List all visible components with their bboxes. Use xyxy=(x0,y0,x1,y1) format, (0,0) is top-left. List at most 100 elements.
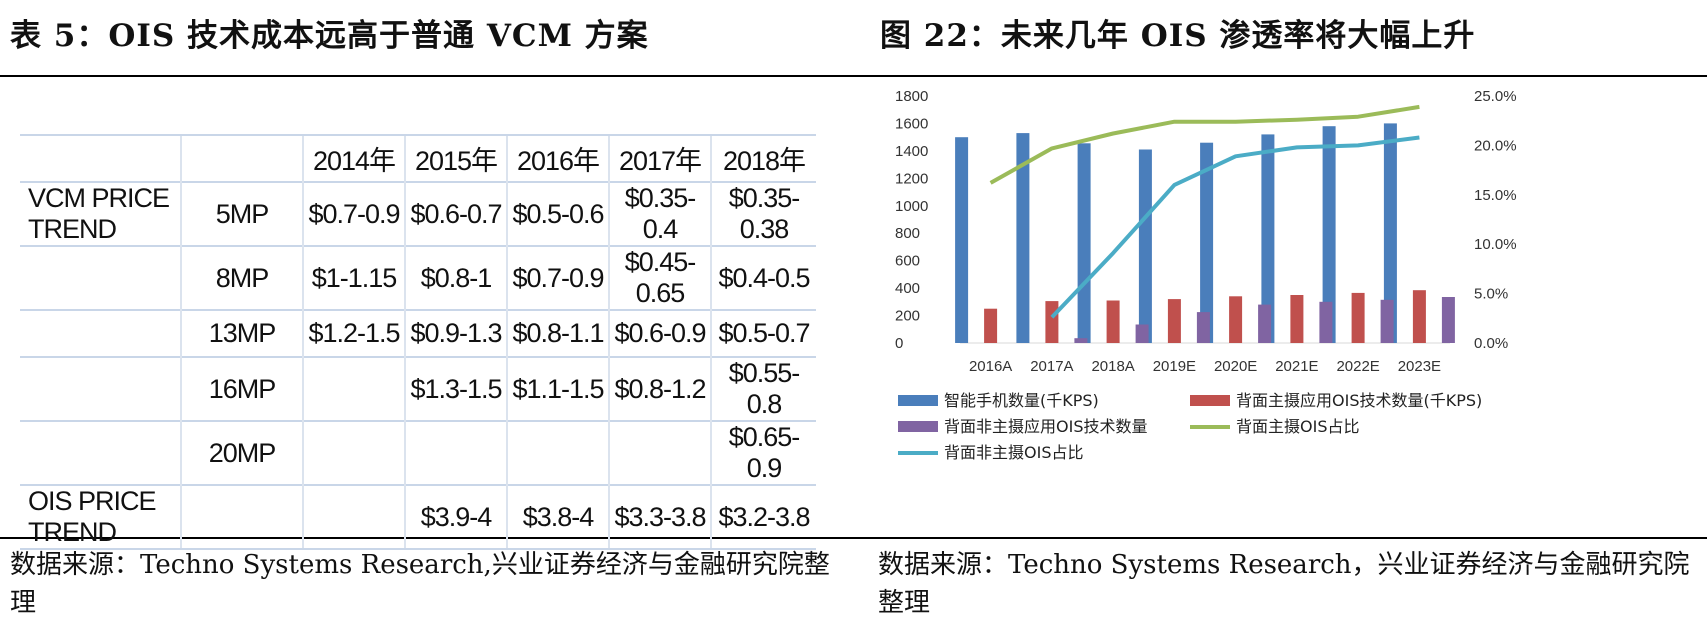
x-axis-tick-label: 2018A xyxy=(1091,358,1134,375)
y-axis-tick-label: 1200 xyxy=(895,170,928,187)
table-cell: $3.8-4 xyxy=(506,484,609,550)
x-axis-tick-label: 2016A xyxy=(969,358,1012,375)
bar xyxy=(1167,299,1181,343)
bar xyxy=(1106,300,1120,343)
x-axis-tick-label: 2022E xyxy=(1336,358,1379,375)
series-line xyxy=(1050,135,1420,319)
table-cell: $0.8-1.1 xyxy=(506,309,609,357)
bar xyxy=(1441,297,1455,343)
top-rule xyxy=(0,75,1707,77)
bar xyxy=(984,308,998,343)
bar xyxy=(1016,133,1030,343)
y2-axis-tick-label: 5.0% xyxy=(1474,286,1508,303)
table-row: VCM PRICE TREND 5MP $0.7-0.9 $0.6-0.7 $0.5-0… xyxy=(20,181,816,246)
ois-penetration-chart: 0 200 400 600 800 1000 1200 1400 1600 1800 0.0% 5.0… xyxy=(895,88,1517,462)
table-cell: $0.35-0.38 xyxy=(710,181,816,246)
table-cell xyxy=(180,484,303,550)
table-row: OIS PRICE TREND $3.9-4 $3.8-4 $3.3-3.8 $3.2-… xyxy=(20,484,816,550)
price-trend-table: 2014年 2015年 2016年 2017年 2018年 VCM PRICE TREND… xyxy=(20,134,816,550)
table-header-cell: 2015年 xyxy=(404,134,507,182)
table-cell: $0.4-0.5 xyxy=(710,245,816,310)
table-cell: $0.7-0.9 xyxy=(506,245,609,310)
bar xyxy=(1196,312,1210,343)
y-axis-tick-label: 0 xyxy=(895,335,903,352)
table-cell: $0.55-0.8 xyxy=(710,356,816,421)
bar xyxy=(1412,290,1426,343)
table-cell: $1.2-1.5 xyxy=(302,309,405,357)
legend-swatch xyxy=(898,421,938,432)
x-axis-tick-label: 2017A xyxy=(1030,358,1073,375)
table-cell: 13MP xyxy=(180,309,303,357)
legend-swatch xyxy=(898,395,938,406)
table-cell: $0.7-0.9 xyxy=(302,181,405,246)
bottom-rule xyxy=(0,537,1707,539)
table-cell: $0.5-0.6 xyxy=(506,181,609,246)
table-cell xyxy=(302,356,405,421)
table-caption: 表 5：OIS 技术成本远高于普通 VCM 方案 xyxy=(10,18,649,54)
bar xyxy=(1045,301,1059,343)
bar xyxy=(1319,301,1333,343)
table-cell: 5MP xyxy=(180,181,303,246)
y2-axis-tick-label: 0.0% xyxy=(1474,335,1508,352)
table-cell: $1.3-1.5 xyxy=(404,356,507,421)
table-cell: $3.9-4 xyxy=(404,484,507,550)
table-source-note: 数据来源：Techno Systems Research,兴业证券经济与金融研究… xyxy=(10,550,830,618)
y-axis-tick-label: 800 xyxy=(895,225,920,242)
table-cell xyxy=(20,356,181,421)
figure-caption: 图 22：未来几年 OIS 渗透率将大幅上升 xyxy=(880,18,1476,54)
legend-label: 背面主摄应用OIS技术数量(千KPS) xyxy=(1236,391,1482,410)
legend-label: 背面非主摄应用OIS技术数量 xyxy=(944,417,1147,436)
y2-axis-tick-label: 20.0% xyxy=(1474,137,1517,154)
table-cell: 8MP xyxy=(180,245,303,310)
table-cell: $0.65-0.9 xyxy=(710,420,816,485)
x-axis-tick-label: 2019E xyxy=(1153,358,1196,375)
bar xyxy=(1322,126,1336,343)
table-row: 13MP $1.2-1.5 $0.9-1.3 $0.8-1.1 $0.6-0.9 $0.5… xyxy=(20,309,816,357)
table-cell: $3.3-3.8 xyxy=(608,484,711,550)
table-cell xyxy=(404,420,507,485)
table-row: 8MP $1-1.15 $0.8-1 $0.7-0.9 $0.45-0.65 $0.4-0… xyxy=(20,245,816,310)
bar xyxy=(1135,324,1149,343)
legend-label: 智能手机数量(千KPS) xyxy=(944,391,1099,410)
table-cell: $0.6-0.9 xyxy=(608,309,711,357)
table-cell xyxy=(506,420,609,485)
table-cell xyxy=(20,309,181,357)
table-cell: VCM PRICE TREND xyxy=(20,181,181,246)
x-axis-tick-label: 2021E xyxy=(1275,358,1318,375)
table-cell xyxy=(20,245,181,310)
table-cell: $1-1.15 xyxy=(302,245,405,310)
bar xyxy=(1261,134,1275,343)
bar xyxy=(1290,295,1304,343)
y-axis-tick-label: 200 xyxy=(895,308,920,325)
table-cell xyxy=(20,420,181,485)
bar xyxy=(1258,304,1272,343)
y-axis-tick-label: 1000 xyxy=(895,198,928,215)
table-cell: $0.35-0.4 xyxy=(608,181,711,246)
table-cell: $0.5-0.7 xyxy=(710,309,816,357)
table-header-row: 2014年 2015年 2016年 2017年 2018年 xyxy=(20,134,816,182)
bar xyxy=(1380,299,1394,343)
legend-label: 背面主摄OIS占比 xyxy=(1236,417,1359,436)
table-cell: OIS PRICE TREND xyxy=(20,484,181,550)
table-header-cell xyxy=(20,134,181,182)
bar xyxy=(1383,123,1397,344)
table-header-cell: 2014年 xyxy=(302,134,405,182)
table-cell xyxy=(302,484,405,550)
bar xyxy=(955,137,969,343)
y-axis-tick-label: 1400 xyxy=(895,143,928,160)
table-header-cell xyxy=(180,134,303,182)
y2-axis-tick-label: 15.0% xyxy=(1474,187,1517,204)
y-axis-tick-label: 600 xyxy=(895,253,920,270)
bar xyxy=(1229,296,1243,343)
table-cell: $0.6-0.7 xyxy=(404,181,507,246)
table-cell: $1.1-1.5 xyxy=(506,356,609,421)
bar xyxy=(1074,338,1088,343)
table-row: 16MP $1.3-1.5 $1.1-1.5 $0.8-1.2 $0.55-0.8 xyxy=(20,356,816,421)
table-cell xyxy=(302,420,405,485)
y2-axis-tick-label: 10.0% xyxy=(1474,236,1517,253)
table-header-cell: 2017年 xyxy=(608,134,711,182)
table-row: 20MP $0.65-0.9 xyxy=(20,420,816,485)
figure-source-note: 数据来源：Techno Systems Research，兴业证券经济与金融研究… xyxy=(878,550,1690,618)
table-cell: $0.9-1.3 xyxy=(404,309,507,357)
legend-label: 背面非主摄OIS占比 xyxy=(944,443,1083,462)
